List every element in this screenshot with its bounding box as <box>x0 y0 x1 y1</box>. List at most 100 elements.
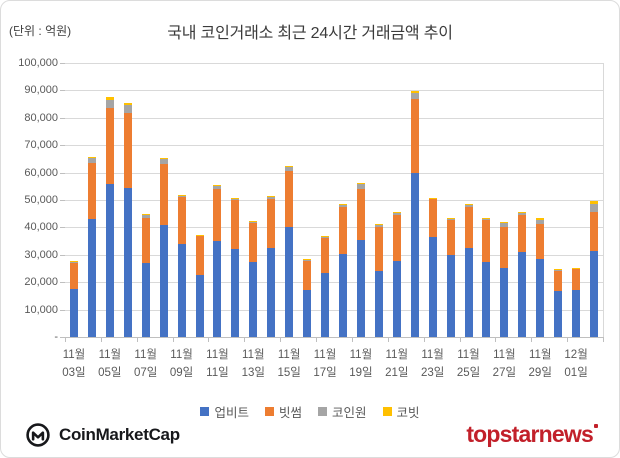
bar-segment-빗썸 <box>105 108 114 185</box>
bar-segment-업비트 <box>482 261 491 337</box>
y-axis-label: 90,000 <box>24 84 58 97</box>
legend-label: 코인원 <box>332 405 367 420</box>
x-axis-label-line: 11월 <box>98 349 122 361</box>
x-axis-label: 11월 21일 <box>375 346 419 382</box>
bar-segment-코빗 <box>446 217 455 219</box>
bar-segment-빗썸 <box>213 189 222 242</box>
bar-segment-코빗 <box>213 184 222 186</box>
bar-segment-빗썸 <box>392 214 401 262</box>
bar-segment-업비트 <box>321 273 330 337</box>
legend-swatch-icon <box>200 406 210 416</box>
bar-segment-빗썸 <box>177 196 186 245</box>
y-axis-label: 70,000 <box>24 139 58 152</box>
gridline <box>65 309 603 311</box>
x-axis-label-line: 11월 <box>242 349 265 361</box>
x-axis-label-line: 11월 <box>528 349 552 361</box>
bar-segment-빗썸 <box>303 261 312 291</box>
bar-segment-업비트 <box>590 250 599 337</box>
bar-segment-빗썸 <box>267 199 276 248</box>
x-axis-label-line: 11월 <box>457 349 480 361</box>
bar-segment-업비트 <box>410 173 419 337</box>
coinmarketcap-logo: CoinMarketCap <box>25 422 180 448</box>
y-axis-label: 60,000 <box>24 166 58 179</box>
chart-title: 국내 코인거래소 최근 24시간 거래금액 추이 <box>167 25 453 42</box>
bar-segment-업비트 <box>554 291 563 337</box>
bar-segment-코빗 <box>392 212 401 214</box>
x-axis-tick <box>603 338 604 342</box>
bar-segment-코인원 <box>590 204 599 212</box>
legend-swatch-icon <box>382 406 392 416</box>
bar-segment-코빗 <box>177 195 186 196</box>
x-axis-label-line: 19일 <box>349 367 373 379</box>
bar-segment-코빗 <box>285 165 294 167</box>
bar-segment-업비트 <box>177 244 186 337</box>
bar-segment-업비트 <box>285 226 294 337</box>
bar-segment-코인원 <box>123 105 132 113</box>
x-axis-label: 11월 05일 <box>88 346 132 382</box>
x-axis-label-line: 11월 <box>277 349 301 361</box>
bar-segment-빗썸 <box>500 226 509 268</box>
x-axis-tick <box>280 338 282 342</box>
bar-segment-업비트 <box>267 247 276 337</box>
bar-segment-코인원 <box>428 198 437 200</box>
x-axis-label: 11월 19일 <box>339 346 383 382</box>
bar-segment-코빗 <box>500 221 509 224</box>
bar-segment-코빗 <box>428 197 437 199</box>
y-axis-label: 20,000 <box>24 276 58 289</box>
bar-segment-코빗 <box>87 157 96 159</box>
bar-segment-빗썸 <box>536 223 545 260</box>
bar-segment-업비트 <box>464 248 473 337</box>
x-axis-label-line: 25일 <box>456 367 481 379</box>
gridline <box>65 145 603 147</box>
topstarnews-logo: topstarnews <box>466 421 598 448</box>
bar-segment-코인원 <box>105 99 114 109</box>
legend-label: 코빗 <box>396 405 420 420</box>
bar-segment-코인원 <box>195 235 204 236</box>
bar-segment-업비트 <box>87 219 96 337</box>
y-axis-tick <box>60 200 65 201</box>
y-axis-tick <box>60 227 65 229</box>
x-axis-label-line: 03일 <box>62 367 86 379</box>
bar-segment-업비트 <box>536 259 545 337</box>
x-axis-label-line: 12월 <box>564 349 588 361</box>
y-axis-label: - <box>54 331 58 343</box>
bar-segment-빗썸 <box>195 235 204 275</box>
bar-segment-코인원 <box>518 212 527 215</box>
bar-segment-업비트 <box>141 263 150 337</box>
bar-segment-빗썸 <box>87 163 96 220</box>
bar-segment-업비트 <box>446 255 455 337</box>
x-axis-tick <box>531 338 533 342</box>
bar-segment-업비트 <box>428 236 437 337</box>
bar-segment-코인원 <box>374 224 383 227</box>
x-axis-label: 11월 11일 <box>195 346 239 382</box>
x-axis-label-line: 11월 <box>349 349 373 361</box>
bar-segment-코빗 <box>554 268 563 270</box>
bar-segment-코빗 <box>231 198 240 199</box>
y-axis-tick <box>60 172 65 174</box>
y-axis-tick <box>60 90 65 92</box>
bar-segment-코빗 <box>464 203 473 205</box>
bar-segment-빗썸 <box>321 237 330 274</box>
x-axis-label: 11월 13일 <box>231 346 275 382</box>
x-axis-label-line: 11월 <box>206 349 229 361</box>
y-axis-label: 80,000 <box>24 111 58 124</box>
bar-segment-빗썸 <box>518 214 527 252</box>
x-axis-label-line: 27일 <box>492 367 517 379</box>
bar-segment-업비트 <box>338 254 347 337</box>
legend-label: 업비트 <box>214 405 249 420</box>
bar-segment-코인원 <box>338 204 347 208</box>
x-axis-label: 11월 15일 <box>267 346 311 382</box>
bar-segment-코빗 <box>321 235 330 237</box>
bar-segment-코인원 <box>500 223 509 227</box>
bar-segment-코빗 <box>123 102 132 106</box>
chart-plot-area: 100,000 90,000 80,000 70,000 60,000 50,000 40,… <box>1 1 619 401</box>
bar-segment-코인원 <box>410 92 419 100</box>
plot-right-border <box>603 63 604 337</box>
x-axis-tick <box>495 338 497 342</box>
x-axis-label-line: 01일 <box>564 367 588 379</box>
legend-item-업비트: 업비트 <box>200 402 249 421</box>
bar-segment-코인원 <box>482 218 491 221</box>
x-axis-label-line: 11월 <box>385 349 409 361</box>
x-axis-label: 12월 01일 <box>554 346 598 382</box>
x-axis-tick <box>567 338 569 342</box>
